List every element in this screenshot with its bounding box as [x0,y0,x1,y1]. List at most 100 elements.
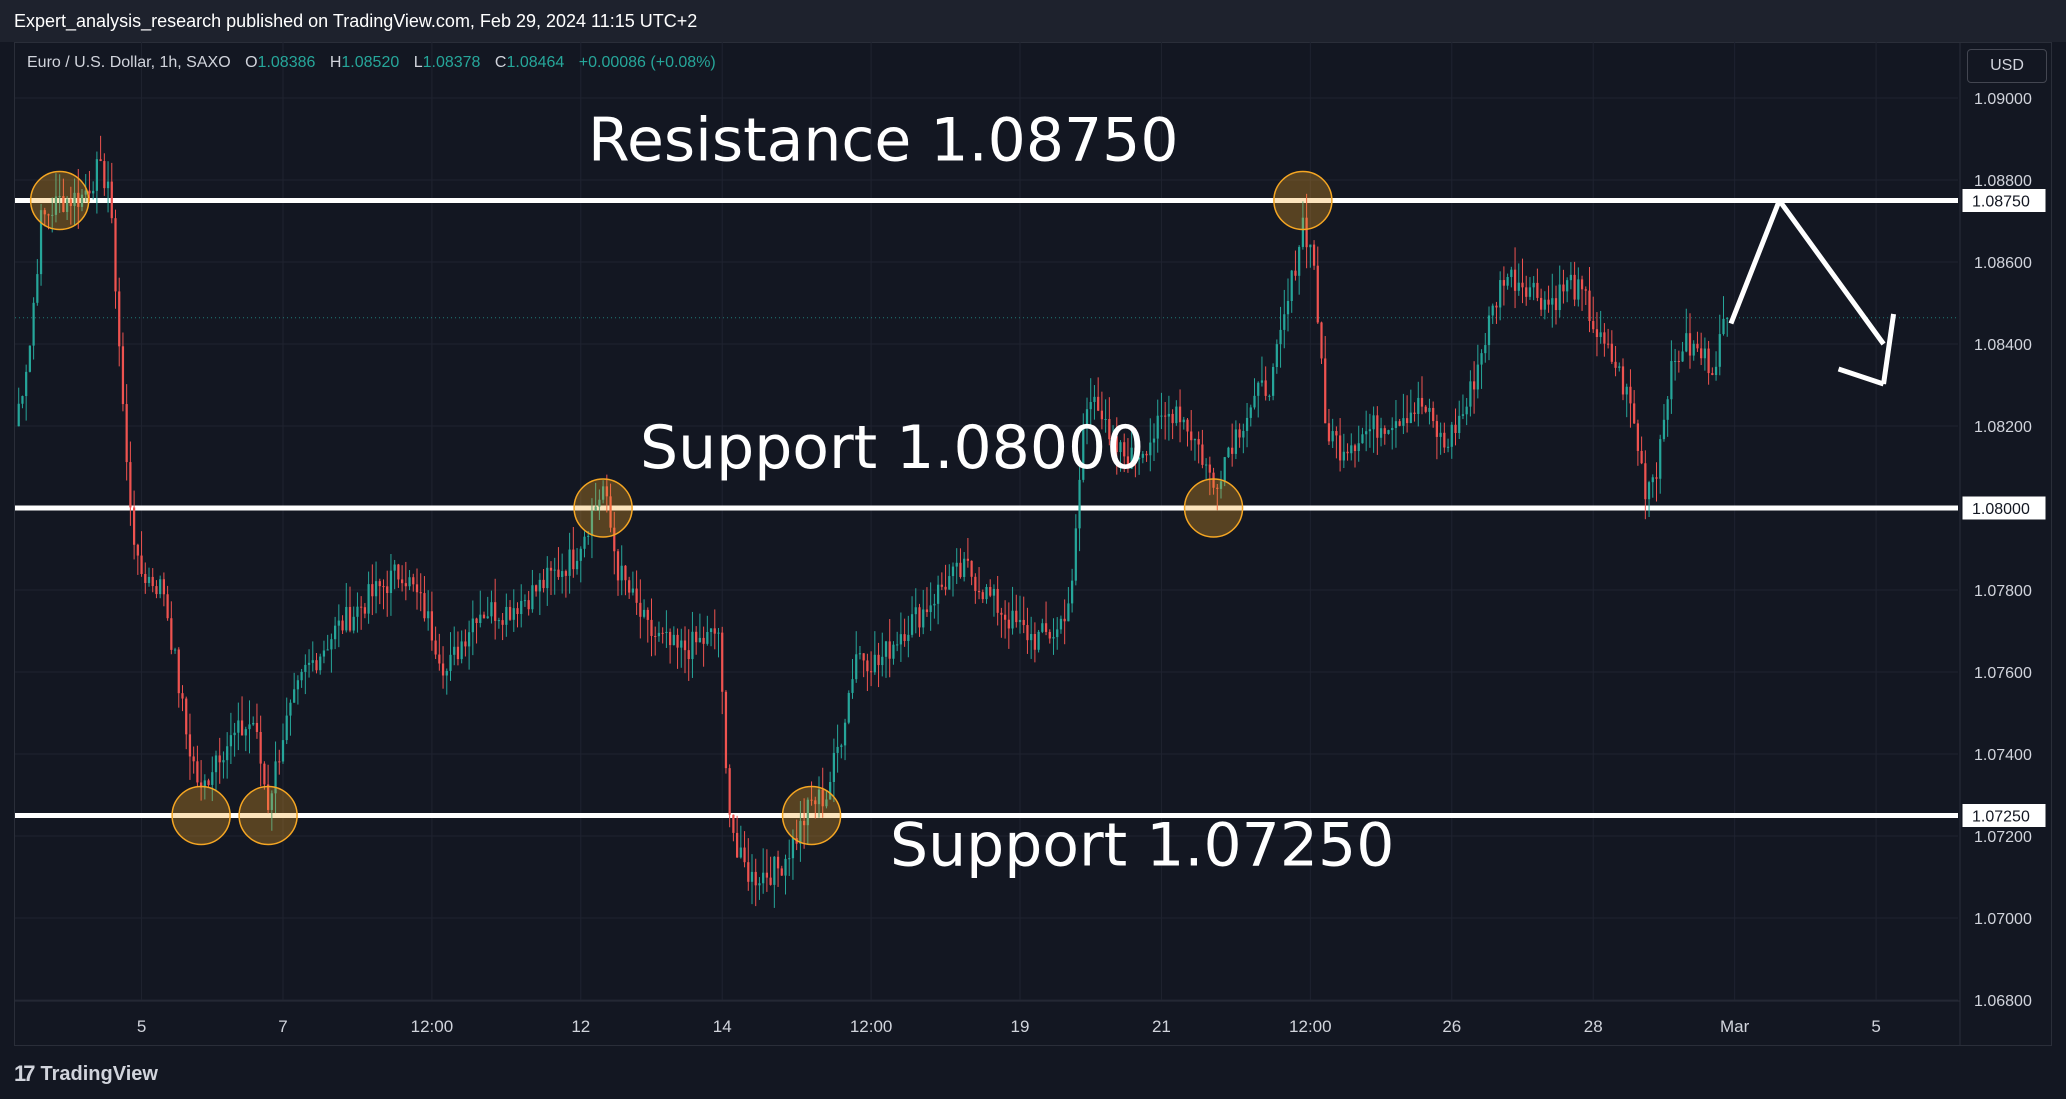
candle-body [397,564,400,580]
candle-body [1685,333,1688,352]
candle-body [307,662,311,665]
candle-body [1703,348,1707,359]
candle-body [940,584,943,587]
candle-body [598,499,601,507]
candle-body [1216,487,1219,489]
candle-body [259,731,262,764]
candle-body [319,656,322,671]
candle-body [1350,445,1353,454]
candle-body [1279,329,1282,345]
candle-body [196,761,199,783]
candle-body [155,586,158,595]
high-value: 1.08520 [341,54,400,71]
candle-body [888,641,891,659]
candle-body [293,689,296,703]
candle-body [564,571,568,576]
candle-body [434,640,437,655]
candle-body [304,664,307,672]
candle-body [762,872,765,884]
candle-body [1599,332,1602,338]
candle-body [907,634,910,642]
candle-body [330,639,333,650]
candle-body [1007,619,1010,629]
candle-body [1472,381,1476,390]
candle-body [1059,618,1063,630]
candle-body [1484,345,1487,354]
candle-body [784,858,787,876]
candle-body [464,641,467,647]
candle-body [1521,282,1524,288]
candle-body [151,576,154,587]
candle-body [758,883,761,886]
candle-body [1666,399,1669,420]
candle-body [1621,366,1625,395]
candle-body [825,799,828,807]
candle-body [192,756,195,762]
candle-body [1097,396,1100,411]
candle-body [702,637,705,644]
tradingview-logo[interactable]: 17 TradingView [14,1060,158,1088]
candle-body [933,603,936,606]
candle-body [214,755,218,773]
candle-body [1164,415,1167,417]
candle-body [985,586,988,600]
candle-body [363,607,367,614]
candle-body [378,581,381,587]
candle-body [229,735,233,747]
candle-body [1439,432,1442,437]
candle-body [1335,431,1338,436]
candle-body [922,609,925,628]
candle-body [776,856,780,869]
candle-body [415,584,419,593]
price-label-box [1961,495,2047,521]
candle-body [847,692,850,723]
price-label-box [1961,188,2047,213]
candle-body [1056,629,1059,638]
candle-body [1539,297,1543,310]
candle-body [1156,415,1159,439]
candle-body [732,814,735,833]
candle-body [1528,287,1532,297]
candle-body [244,729,247,736]
candle-body [1595,329,1599,338]
candle-body [1670,361,1673,400]
candle-body [371,584,374,597]
candle-body [1394,421,1398,428]
candle-body [25,371,28,397]
candle-body [799,820,802,844]
candle-body [252,722,255,725]
currency-button[interactable]: USD [1967,49,2047,83]
candle-body [750,871,754,882]
candle-body [1346,451,1349,454]
candle-body [1566,280,1569,292]
candle-body [1171,413,1174,424]
candle-body [1149,442,1152,456]
highlight-circle [29,170,90,231]
candle-body [1707,348,1710,374]
candle-body [1223,457,1226,482]
candle-body [1383,428,1386,434]
candle-body [1435,421,1439,437]
candle-body [516,608,519,615]
candles [17,135,1729,908]
candle-body [709,628,713,633]
candle-body [583,536,586,549]
candle-body [553,569,556,571]
highlight-circle [171,785,231,846]
candle-body [69,199,72,207]
candle-body [1298,246,1301,276]
candle-body [479,614,482,624]
candle-body [1491,305,1494,316]
candle-body [1659,439,1662,479]
time-tick-label: 12:00 [411,1017,454,1036]
candle-body [1119,442,1122,453]
candle-body [1409,412,1412,424]
candle-body [873,654,876,673]
candle-body [1357,443,1360,452]
candle-body [95,159,99,191]
candle-body [1402,418,1405,426]
candle-body [523,600,527,602]
chart-pane[interactable] [14,42,2052,1046]
candle-body [423,593,426,619]
